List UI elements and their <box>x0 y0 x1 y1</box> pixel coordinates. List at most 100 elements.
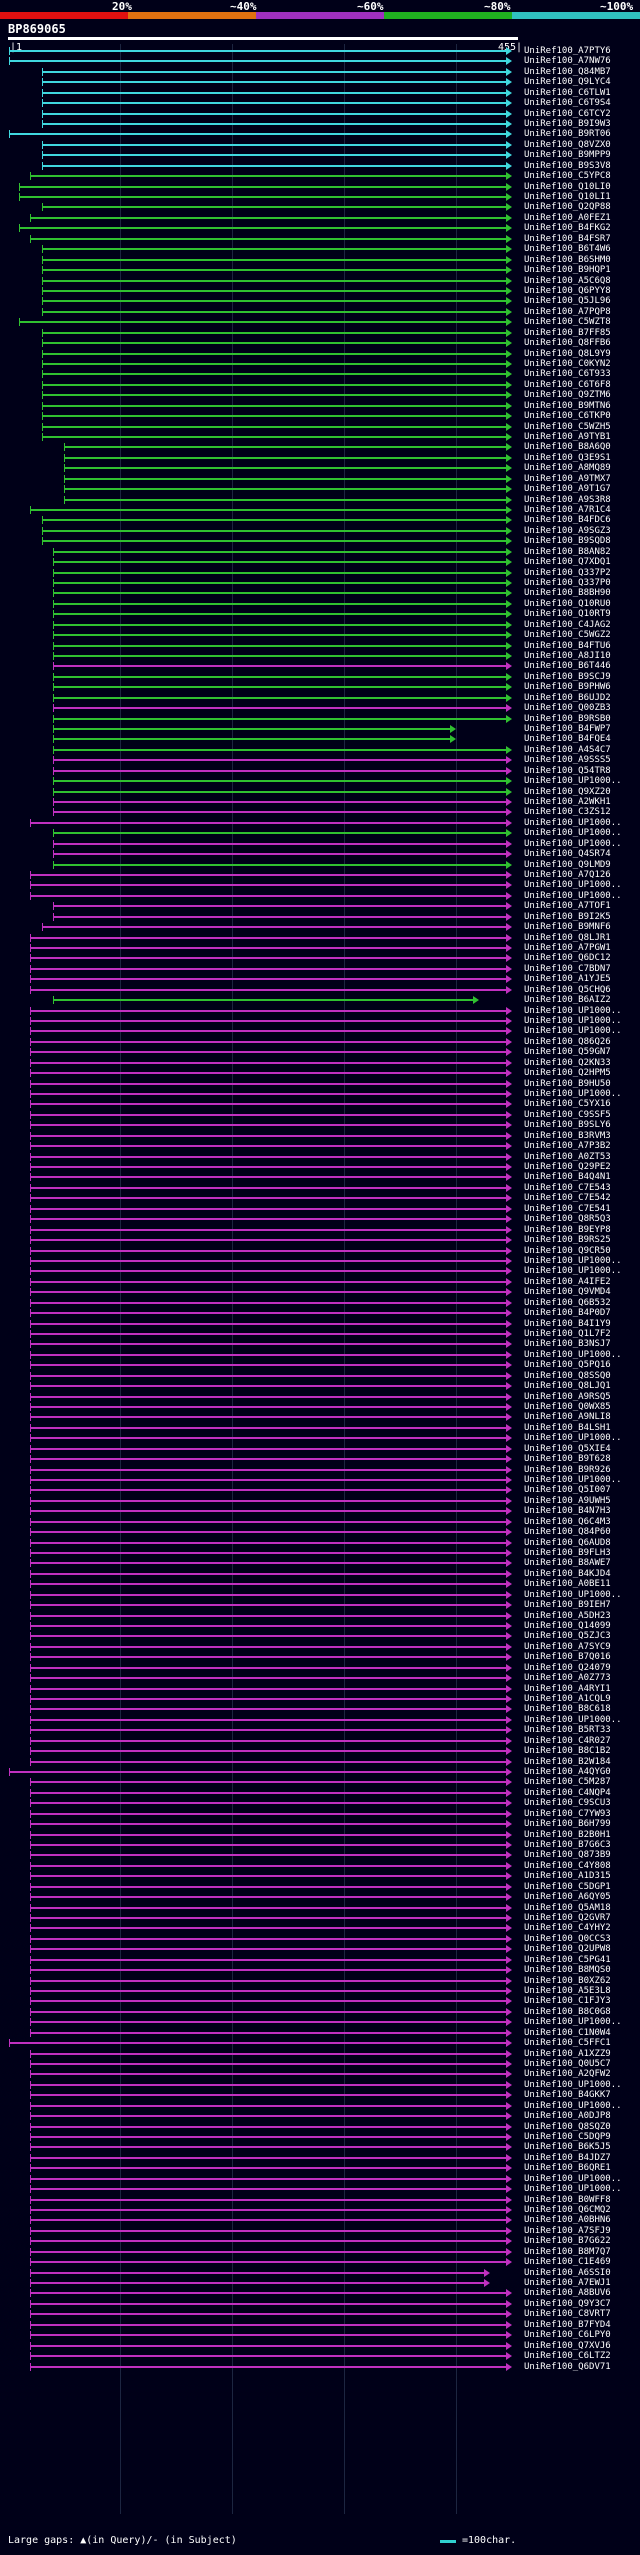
hit-row[interactable]: UniRef100_C6T6F8 <box>0 380 640 390</box>
hit-label[interactable]: UniRef100_Q2QP88 <box>524 202 611 213</box>
hit-label[interactable]: UniRef100_UP1000.. <box>524 1589 622 1600</box>
hit-label[interactable]: UniRef100_A0Z773 <box>524 1673 611 1684</box>
hit-label[interactable]: UniRef100_Q9LYC4 <box>524 77 611 88</box>
hit-row[interactable]: UniRef100_Q337P0 <box>0 578 640 588</box>
hit-label[interactable]: UniRef100_A9TMX7 <box>524 473 611 484</box>
hit-row[interactable]: UniRef100_B9R926 <box>0 1465 640 1475</box>
hit-row[interactable]: UniRef100_B4FTU6 <box>0 641 640 651</box>
hit-row[interactable]: UniRef100_UP1000.. <box>0 839 640 849</box>
hit-row[interactable]: UniRef100_Q8SQZ0 <box>0 2122 640 2132</box>
hit-row[interactable]: UniRef100_UP1000.. <box>0 1266 640 1276</box>
hit-label[interactable]: UniRef100_B6K5J5 <box>524 2142 611 2153</box>
hit-label[interactable]: UniRef100_B9PHW6 <box>524 682 611 693</box>
hit-row[interactable]: UniRef100_B3NSJ7 <box>0 1339 640 1349</box>
hit-row[interactable]: UniRef100_B6H799 <box>0 1819 640 1829</box>
hit-row[interactable]: UniRef100_Q2KN33 <box>0 1058 640 1068</box>
hit-label[interactable]: UniRef100_B7FYD4 <box>524 2319 611 2330</box>
hit-row[interactable]: UniRef100_Q8R5Q3 <box>0 1214 640 1224</box>
hit-row[interactable]: UniRef100_UP1000.. <box>0 1256 640 1266</box>
hit-label[interactable]: UniRef100_Q29PE2 <box>524 1162 611 1172</box>
hit-label[interactable]: UniRef100_B4FSR7 <box>524 233 611 244</box>
hit-label[interactable]: UniRef100_B4FDC6 <box>524 515 611 526</box>
hit-row[interactable]: UniRef100_UP1000.. <box>0 1350 640 1360</box>
hit-label[interactable]: UniRef100_A1YJE5 <box>524 974 611 985</box>
hit-row[interactable]: UniRef100_A9T1G7 <box>0 484 640 494</box>
hit-row[interactable]: UniRef100_C5WZH5 <box>0 422 640 432</box>
hit-label[interactable]: UniRef100_C5DGP1 <box>524 1881 611 1892</box>
hit-row[interactable]: UniRef100_A9RSQ5 <box>0 1392 640 1402</box>
hit-label[interactable]: UniRef100_Q2UPW8 <box>524 1944 611 1955</box>
hit-row[interactable]: UniRef100_A9S3R8 <box>0 495 640 505</box>
hit-label[interactable]: UniRef100_A7R1C4 <box>524 504 611 515</box>
hit-row[interactable]: UniRef100_UP1000.. <box>0 828 640 838</box>
hit-label[interactable]: UniRef100_A4RYI1 <box>524 1683 611 1694</box>
hit-label[interactable]: UniRef100_C5DQP9 <box>524 2132 611 2142</box>
hit-row[interactable]: UniRef100_Q8LJR1 <box>0 933 640 943</box>
hit-label[interactable]: UniRef100_UP1000.. <box>524 1016 622 1026</box>
hit-label[interactable]: UniRef100_B8C0G8 <box>524 2006 611 2017</box>
hit-row[interactable]: UniRef100_C6T9S4 <box>0 98 640 108</box>
hit-label[interactable]: UniRef100_A7SYC9 <box>524 1641 611 1652</box>
hit-label[interactable]: UniRef100_B8M7Q7 <box>524 2246 611 2257</box>
hit-row[interactable]: UniRef100_C6TCY2 <box>0 109 640 119</box>
hit-row[interactable]: UniRef100_Q5XIE4 <box>0 1444 640 1454</box>
hit-row[interactable]: UniRef100_Q6DV71 <box>0 2362 640 2372</box>
hit-row[interactable]: UniRef100_UP1000.. <box>0 2101 640 2111</box>
hit-label[interactable]: UniRef100_B9SCJ9 <box>524 671 611 682</box>
hit-label[interactable]: UniRef100_Q8LJR1 <box>524 932 611 943</box>
hit-row[interactable]: UniRef100_UP1000.. <box>0 2174 640 2184</box>
hit-label[interactable]: UniRef100_B4GKK7 <box>524 2090 611 2101</box>
hit-row[interactable]: UniRef100_C1E469 <box>0 2257 640 2267</box>
hit-row[interactable]: UniRef100_A5E3L8 <box>0 1986 640 1996</box>
hit-label[interactable]: UniRef100_C4Y808 <box>524 1860 611 1871</box>
hit-label[interactable]: UniRef100_Q8SQZ0 <box>524 2121 611 2132</box>
hit-label[interactable]: UniRef100_C6TLW1 <box>524 87 611 98</box>
hit-row[interactable]: UniRef100_A7PQP8 <box>0 307 640 317</box>
hit-label[interactable]: UniRef100_C5WZH5 <box>524 421 611 432</box>
hit-row[interactable]: UniRef100_A4QYG0 <box>0 1767 640 1777</box>
hit-row[interactable]: UniRef100_Q10LI1 <box>0 192 640 202</box>
hit-row[interactable]: UniRef100_Q29PE2 <box>0 1162 640 1172</box>
hit-label[interactable]: UniRef100_A6QY05 <box>524 1892 611 1903</box>
hit-row[interactable]: UniRef100_B2B0H1 <box>0 1830 640 1840</box>
hit-row[interactable]: UniRef100_A1XZZ9 <box>0 2049 640 2059</box>
hit-label[interactable]: UniRef100_A2QFW2 <box>524 2069 611 2080</box>
hit-label[interactable]: UniRef100_Q5AM18 <box>524 1902 611 1913</box>
hit-label[interactable]: UniRef100_Q337P0 <box>524 577 611 588</box>
hit-label[interactable]: UniRef100_C4R027 <box>524 1735 611 1746</box>
hit-row[interactable]: UniRef100_Q8LJQ1 <box>0 1381 640 1391</box>
hit-row[interactable]: UniRef100_Q9VMD4 <box>0 1287 640 1297</box>
hit-row[interactable]: UniRef100_B8AN82 <box>0 547 640 557</box>
hit-row[interactable]: UniRef100_Q5CHQ6 <box>0 985 640 995</box>
hit-label[interactable]: UniRef100_A5C6Q8 <box>524 275 611 286</box>
hit-row[interactable]: UniRef100_A6SSI0 <box>0 2268 640 2278</box>
hit-row[interactable]: UniRef100_B7Q016 <box>0 1652 640 1662</box>
hit-label[interactable]: UniRef100_Q8LJQ1 <box>524 1381 611 1391</box>
hit-row[interactable]: UniRef100_A8BUV6 <box>0 2288 640 2298</box>
hit-row[interactable]: UniRef100_C5PG41 <box>0 1955 640 1965</box>
hit-label[interactable]: UniRef100_UP1000.. <box>524 1089 622 1099</box>
hit-row[interactable]: UniRef100_B6SHM0 <box>0 255 640 265</box>
hit-label[interactable]: UniRef100_UP1000.. <box>524 880 622 891</box>
hit-row[interactable]: UniRef100_B9SLY6 <box>0 1120 640 1130</box>
hit-row[interactable]: UniRef100_B4GKK7 <box>0 2090 640 2100</box>
hit-row[interactable]: UniRef100_UP1000.. <box>0 1089 640 1099</box>
hit-label[interactable]: UniRef100_B9IEH7 <box>524 1600 611 1611</box>
hit-row[interactable]: UniRef100_B9SCJ9 <box>0 672 640 682</box>
hit-label[interactable]: UniRef100_UP1000.. <box>524 2017 622 2028</box>
hit-row[interactable]: UniRef100_C8VRT7 <box>0 2309 640 2319</box>
hit-row[interactable]: UniRef100_Q8VZX0 <box>0 140 640 150</box>
hit-row[interactable]: UniRef100_A1YJE5 <box>0 974 640 984</box>
hit-label[interactable]: UniRef100_C5FFC1 <box>524 2038 611 2049</box>
hit-label[interactable]: UniRef100_Q6DC12 <box>524 953 611 964</box>
hit-label[interactable]: UniRef100_UP1000.. <box>524 890 622 901</box>
hit-row[interactable]: UniRef100_A4RYI1 <box>0 1684 640 1694</box>
hit-label[interactable]: UniRef100_B4P0D7 <box>524 1308 611 1318</box>
hit-row[interactable]: UniRef100_C5YPC8 <box>0 171 640 181</box>
hit-label[interactable]: UniRef100_B9RT06 <box>524 129 611 140</box>
hit-row[interactable]: UniRef100_A2QFW2 <box>0 2069 640 2079</box>
hit-row[interactable]: UniRef100_B4FSR7 <box>0 234 640 244</box>
hit-row[interactable]: UniRef100_B8MQS0 <box>0 1965 640 1975</box>
hit-row[interactable]: UniRef100_B9HQP1 <box>0 265 640 275</box>
hit-row[interactable]: UniRef100_A0ZT53 <box>0 1152 640 1162</box>
